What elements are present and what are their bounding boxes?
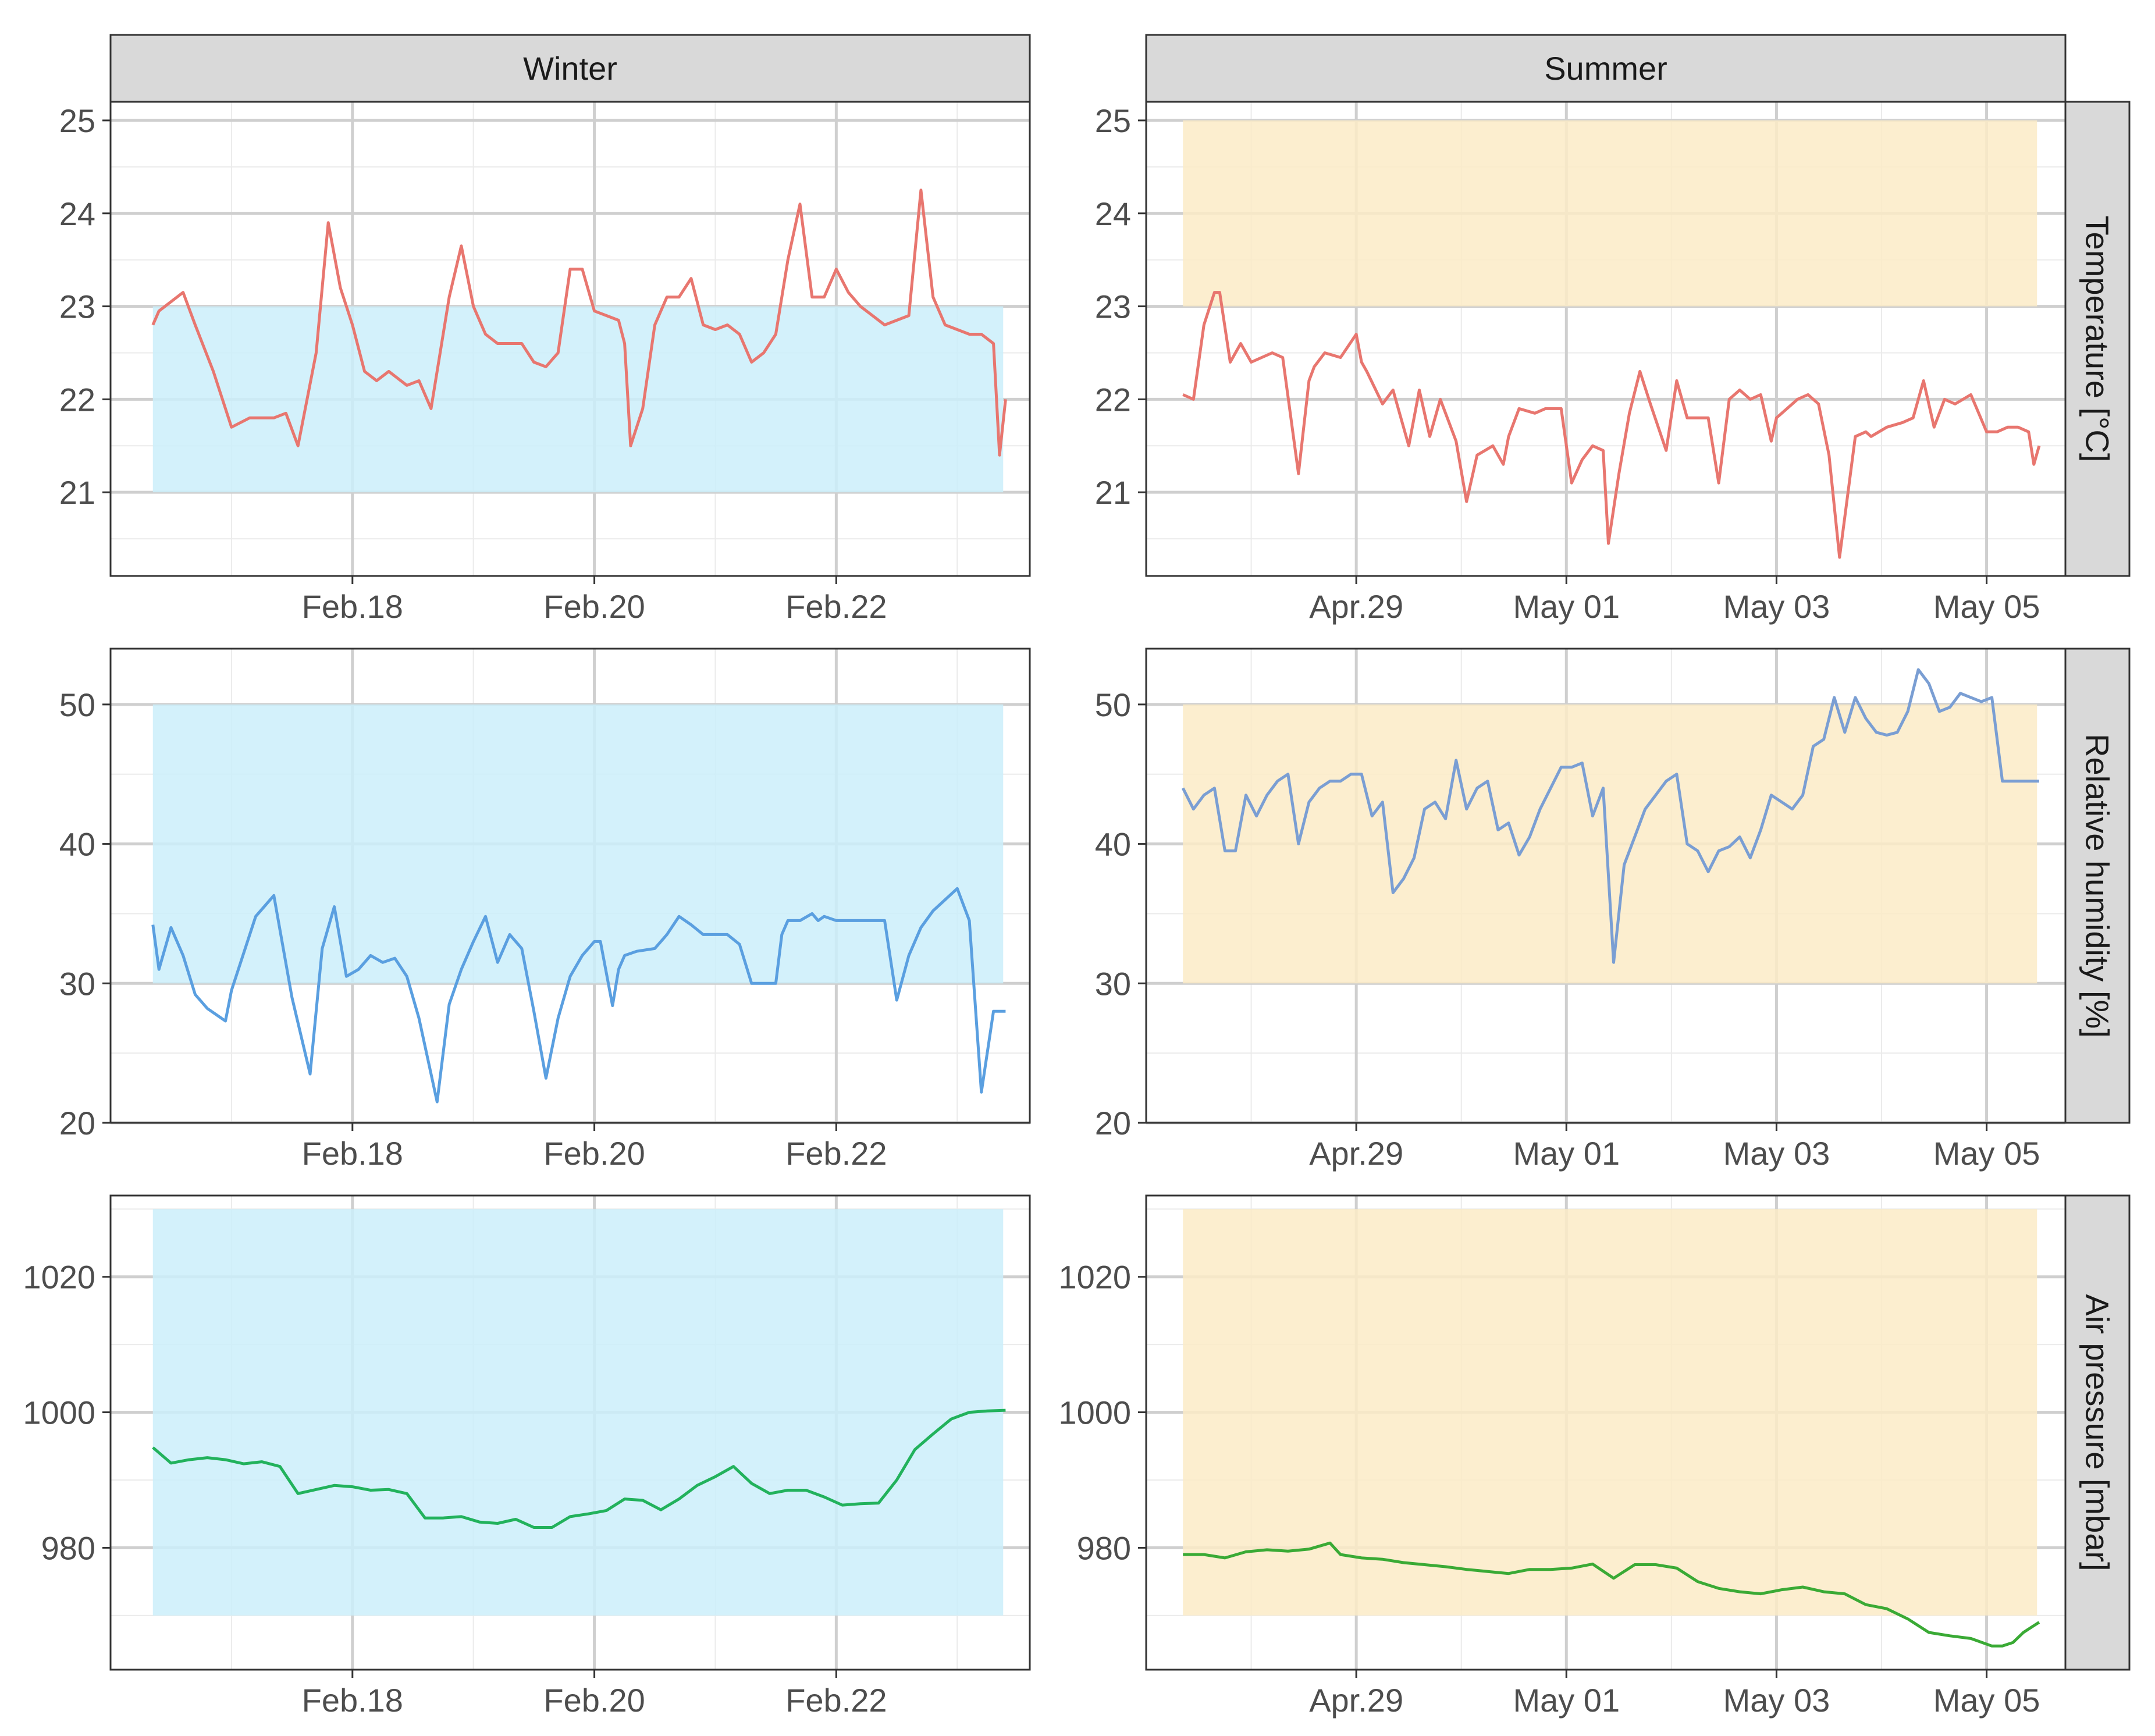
y-tick-label: 980 — [1077, 1529, 1131, 1566]
target-band — [1183, 120, 2037, 307]
y-tick-label: 20 — [1095, 1105, 1131, 1141]
y-tick-label: 21 — [59, 474, 95, 511]
x-tick-label: Feb.18 — [302, 588, 403, 625]
target-band — [152, 1209, 1004, 1616]
y-tick-label: 24 — [59, 195, 95, 232]
y-tick-label: 20 — [59, 1105, 95, 1141]
x-tick-label: Feb.20 — [543, 1682, 645, 1719]
x-tick-label: Feb.22 — [785, 1135, 887, 1172]
x-tick-label: Apr.29 — [1309, 1682, 1403, 1719]
x-tick-label: May 05 — [1933, 1135, 2040, 1172]
target-band — [152, 306, 1004, 493]
x-tick-label: Feb.20 — [543, 588, 645, 625]
column-strip-label: Summer — [1544, 50, 1667, 87]
x-tick-label: Feb.18 — [302, 1682, 403, 1719]
row-strip-background — [2064, 1194, 2131, 1671]
y-tick-label: 50 — [59, 686, 95, 723]
row-strip-background — [2064, 101, 2131, 577]
x-tick-label: Feb.22 — [785, 588, 887, 625]
y-tick-label: 1020 — [1058, 1259, 1131, 1296]
y-tick-label: 1020 — [23, 1259, 95, 1296]
row-strip-2: Air pressure [mbar] — [2064, 1194, 2131, 1671]
series-line-winter-temperature — [151, 188, 1007, 457]
panel-winter-pressure: 1020 1000 980 Feb.18 Feb.20 Feb.22 — [23, 1194, 1031, 1719]
y-tick-label: 30 — [59, 965, 95, 1002]
row-strip-0: Temperature [°C] — [2064, 101, 2131, 577]
y-tick-label: 23 — [1095, 289, 1131, 325]
column-strip-label: Winter — [523, 50, 617, 87]
target-band — [1183, 1209, 2037, 1616]
y-tick-label: 1000 — [23, 1395, 95, 1431]
y-tick-label: 23 — [59, 289, 95, 325]
y-tick-label: 1000 — [1058, 1395, 1131, 1431]
x-tick-label: May 01 — [1513, 588, 1620, 625]
column-strip-background — [1145, 34, 2067, 103]
y-tick-label: 22 — [59, 381, 95, 418]
x-tick-label: Feb.18 — [302, 1135, 403, 1172]
x-tick-label: May 05 — [1933, 588, 2040, 625]
target-band — [152, 704, 1004, 984]
x-tick-label: May 01 — [1513, 1682, 1620, 1719]
row-strip-label: Air pressure [mbar] — [2079, 1294, 2116, 1571]
x-tick-label: Apr.29 — [1309, 1135, 1403, 1172]
panel-summer-temperature: 25 24 23 22 21 Apr.29 May 01 May 03 May 05 — [1095, 101, 2067, 625]
panel-border — [109, 1194, 1031, 1671]
series-line-winter-pressure — [152, 1408, 1006, 1529]
y-tick-label: 21 — [1095, 474, 1131, 511]
y-tick-label: 25 — [59, 102, 95, 139]
target-band — [1183, 704, 2037, 984]
column-strip-summer: Summer — [1145, 34, 2067, 103]
y-tick-label: 980 — [41, 1529, 95, 1566]
series-line-summer-temperature — [1182, 291, 2041, 559]
column-strip-winter: Winter — [109, 34, 1031, 103]
x-tick-label: Apr.29 — [1309, 588, 1403, 625]
panel-winter-temperature: 25 24 23 22 21 Feb.18 Feb.20 Feb.22 — [59, 101, 1031, 625]
y-tick-label: 25 — [1095, 102, 1131, 139]
series-line-summer-pressure — [1183, 1541, 2040, 1648]
row-strip-label: Relative humidity [%] — [2079, 734, 2116, 1038]
panel-summer-humidity: 50 40 30 20 Apr.29 May 01 May 03 May 05 — [1095, 648, 2067, 1172]
series-line-summer-humidity — [1181, 668, 2039, 964]
column-strip-background — [109, 34, 1031, 103]
x-tick-label: May 03 — [1723, 1682, 1830, 1719]
y-tick-label: 50 — [1095, 686, 1131, 723]
y-tick-label: 40 — [1095, 826, 1131, 863]
panel-summer-pressure: 1020 1000 980 Apr.29 May 01 May 03 May 05 — [1058, 1194, 2067, 1719]
x-tick-label: May 01 — [1513, 1135, 1620, 1172]
row-strip-label: Temperature [°C] — [2079, 216, 2116, 463]
x-tick-label: Feb.22 — [785, 1682, 887, 1719]
x-tick-label: Feb.20 — [543, 1135, 645, 1172]
panel-border — [109, 648, 1031, 1124]
panel-winter-humidity: 50 40 30 20 Feb.18 Feb.20 Feb.22 — [59, 648, 1031, 1172]
y-tick-label: 40 — [59, 826, 95, 863]
x-tick-label: May 05 — [1933, 1682, 2040, 1719]
row-strip-1: Relative humidity [%] — [2064, 648, 2131, 1124]
x-tick-label: May 03 — [1723, 588, 1830, 625]
y-tick-label: 22 — [1095, 381, 1131, 418]
x-tick-label: May 03 — [1723, 1135, 1830, 1172]
row-strip-background — [2064, 648, 2131, 1124]
y-tick-label: 24 — [1095, 195, 1131, 232]
series-line-winter-humidity — [151, 887, 1006, 1104]
y-tick-label: 30 — [1095, 965, 1131, 1002]
